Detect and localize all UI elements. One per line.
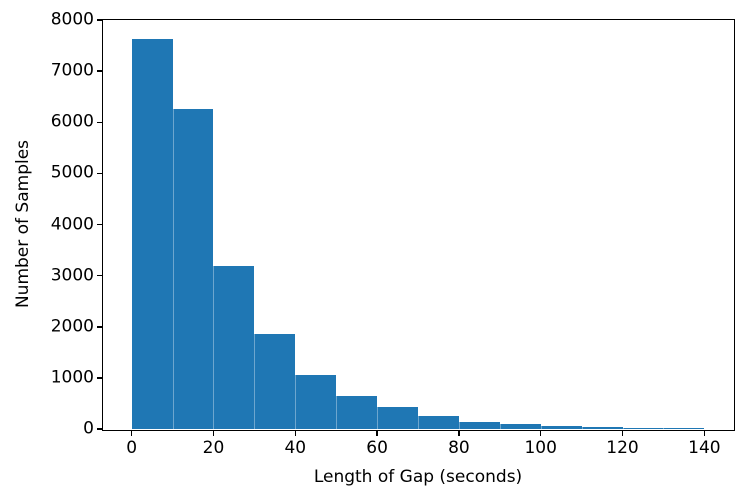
y-tick-mark [96,70,102,72]
histogram-bar [622,427,664,429]
y-tick-label: 2000 [50,316,94,337]
x-tick-mark [130,430,133,436]
y-tick-label: 3000 [50,265,94,286]
histogram-bar [499,424,541,429]
histogram-bar [295,375,337,429]
x-axis-label: Length of Gap (seconds) [313,467,523,487]
x-tick-mark [539,430,542,436]
histogram-bar [581,426,623,429]
x-tick-mark [212,430,215,436]
x-tick-mark [458,430,460,436]
y-tick-mark [96,19,102,21]
histogram-bar [254,333,296,429]
y-tick-mark [96,172,102,175]
y-tick-mark [96,326,102,328]
y-axis-label: Number of Samples [13,139,33,309]
histogram-bar [377,407,418,429]
x-tick-mark [621,430,624,436]
y-tick-label: 0 [83,418,94,439]
y-tick-label: 7000 [50,60,94,81]
y-tick-mark [96,121,102,123]
y-tick-label: 5000 [50,163,94,184]
histogram-bar [458,421,500,429]
y-tick-label: 6000 [50,111,94,132]
histogram-bar [336,395,378,429]
plot-area: 0 20 40 60 80 100 120 140 0 1000 2000 3000 4000 5000 6… [51,10,735,457]
histogram-bar [172,109,214,429]
histogram-bar [213,266,255,429]
x-tick-label: 120 [606,438,639,458]
y-tick-label: 4000 [50,214,94,235]
bars-layer [103,20,733,429]
x-tick-label: 20 [202,438,225,458]
histogram-bar [131,38,173,429]
x-tick-label: 60 [366,438,388,458]
x-tick-label: 140 [688,438,721,458]
x-tick-label: 100 [524,438,557,458]
histogram-bar [418,416,459,429]
y-tick-mark [96,274,102,277]
x-tick-mark [703,430,706,436]
histogram-bar [663,428,705,429]
x-tick-label: 0 [126,438,138,458]
x-tick-label: 80 [448,438,470,458]
y-tick-mark [96,223,102,226]
y-tick-label: 8000 [50,9,94,30]
x-tick-mark [376,430,378,436]
x-tick-mark [294,430,297,436]
x-tick-label: 40 [284,438,307,458]
histogram-bar [540,425,582,429]
y-tick-mark [96,377,102,379]
y-tick-label: 1000 [50,367,94,388]
y-tick-mark [96,428,102,430]
